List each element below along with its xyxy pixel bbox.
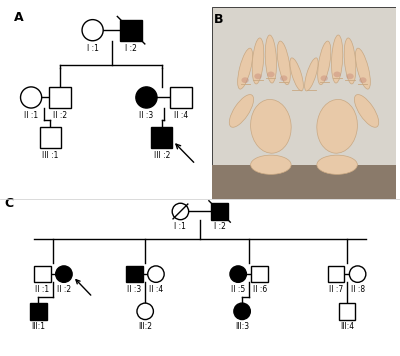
Text: I :2: I :2 [214,222,226,231]
Ellipse shape [242,77,249,83]
Text: II :3: II :3 [139,111,154,120]
Text: III:2: III:2 [138,322,152,331]
Bar [151,127,172,148]
Text: II :1: II :1 [35,285,50,294]
Ellipse shape [318,41,331,85]
Ellipse shape [332,35,343,83]
Bar [40,127,61,148]
Text: II :3: II :3 [127,285,142,294]
Text: II :8: II :8 [350,285,365,294]
Ellipse shape [334,72,341,77]
Bar [252,266,268,282]
Ellipse shape [305,58,318,91]
Ellipse shape [277,41,290,85]
Text: III:4: III:4 [340,322,354,331]
Text: I :1: I :1 [87,44,98,53]
Bar [170,87,192,108]
Text: III :2: III :2 [154,151,170,160]
Ellipse shape [354,95,379,127]
Circle shape [172,203,189,220]
Text: I :2: I :2 [125,44,137,53]
Ellipse shape [238,48,252,89]
Ellipse shape [344,38,356,84]
Text: III :1: III :1 [42,151,58,160]
Circle shape [148,266,164,282]
Text: III:3: III:3 [235,322,249,331]
Ellipse shape [356,48,370,89]
Ellipse shape [265,35,276,83]
Ellipse shape [251,155,291,174]
Bar [120,20,142,41]
Text: III:1: III:1 [32,322,46,331]
Text: II :4: II :4 [149,285,163,294]
Circle shape [20,87,42,108]
Bar [34,266,51,282]
Circle shape [56,266,72,282]
Text: II :6: II :6 [252,285,267,294]
Text: I :1: I :1 [174,222,186,231]
Bar [49,87,70,108]
Text: II :2: II :2 [57,285,71,294]
Bar [126,266,143,282]
Ellipse shape [267,72,274,77]
Circle shape [82,20,103,41]
Text: A: A [14,11,24,24]
Text: II :1: II :1 [24,111,38,120]
Circle shape [234,303,250,320]
Circle shape [230,266,246,282]
Bar [211,203,228,220]
Bar [339,303,355,320]
Circle shape [349,266,366,282]
Ellipse shape [280,75,288,81]
Text: II :4: II :4 [174,111,188,120]
Circle shape [136,87,157,108]
Ellipse shape [254,73,262,79]
Ellipse shape [320,75,328,81]
Ellipse shape [290,58,303,91]
Ellipse shape [250,99,291,153]
Ellipse shape [346,73,354,79]
Ellipse shape [317,155,357,174]
Bar [30,303,47,320]
Text: II :7: II :7 [329,285,343,294]
Circle shape [137,303,153,320]
Text: II :2: II :2 [53,111,67,120]
Text: II :5: II :5 [231,285,245,294]
Text: B: B [214,13,223,26]
Text: C: C [4,197,13,210]
Bar [212,165,396,199]
Bar [328,266,344,282]
Ellipse shape [229,95,254,127]
Ellipse shape [252,38,264,84]
Ellipse shape [317,99,358,153]
Ellipse shape [359,77,366,83]
